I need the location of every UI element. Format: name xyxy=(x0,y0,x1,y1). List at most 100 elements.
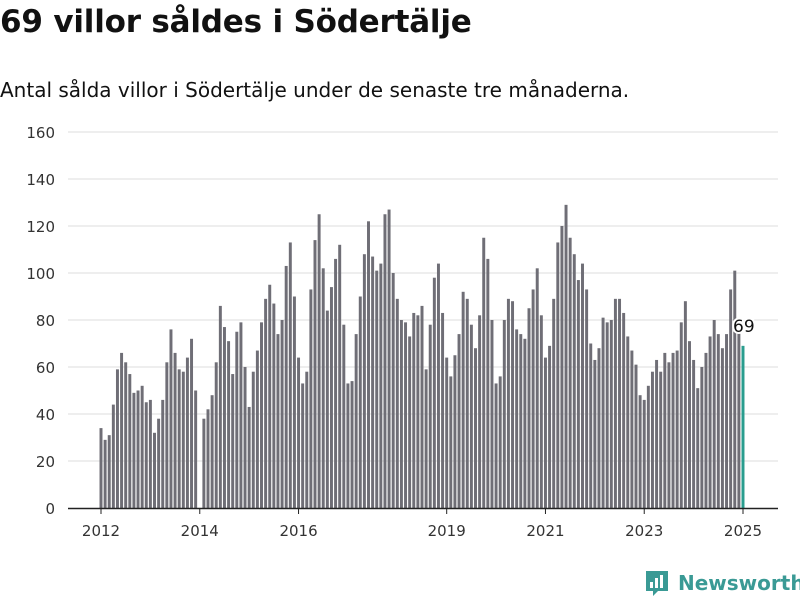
y-tick-label: 60 xyxy=(36,359,55,377)
bar xyxy=(375,270,379,508)
bar xyxy=(371,256,375,508)
brand-name: Newsworthy xyxy=(678,571,800,595)
bar xyxy=(688,341,691,508)
bar xyxy=(387,209,391,509)
chart-subtitle: Antal sålda villor i Södertälje under de… xyxy=(0,78,630,102)
bar xyxy=(671,352,675,508)
bar xyxy=(679,322,683,508)
bar xyxy=(148,399,152,508)
y-tick-label: 100 xyxy=(26,265,55,283)
bar xyxy=(391,273,395,508)
bar xyxy=(194,390,198,508)
bar xyxy=(597,348,601,508)
bar xyxy=(502,320,506,508)
bar xyxy=(543,357,547,508)
bar xyxy=(626,336,630,508)
bar xyxy=(243,367,247,508)
bar xyxy=(408,336,412,508)
bar xyxy=(568,237,572,508)
bar xyxy=(260,322,263,508)
bar xyxy=(284,265,288,508)
bar xyxy=(103,439,107,508)
bar xyxy=(494,383,498,508)
bar xyxy=(663,352,667,508)
bar xyxy=(650,371,654,508)
bar xyxy=(490,320,494,508)
bar xyxy=(515,329,519,508)
bar xyxy=(572,254,576,508)
bar xyxy=(383,214,387,508)
bar xyxy=(124,362,128,508)
bar xyxy=(605,322,609,508)
bar xyxy=(478,315,482,508)
bar xyxy=(469,324,473,508)
bar xyxy=(523,338,527,508)
bar xyxy=(638,395,642,508)
bar xyxy=(609,320,613,508)
bar xyxy=(712,320,716,508)
bar xyxy=(576,280,580,508)
bar xyxy=(704,352,708,508)
bar xyxy=(334,258,338,508)
bar xyxy=(169,329,173,508)
newsworthy-logo[interactable]: Newsworthy xyxy=(644,566,800,600)
bar xyxy=(206,409,210,508)
x-tick-label: 2019 xyxy=(428,522,466,540)
bar xyxy=(642,399,646,508)
y-tick-label: 140 xyxy=(26,171,55,189)
bar xyxy=(185,357,189,508)
bar xyxy=(737,331,741,508)
bar xyxy=(482,237,486,508)
bar xyxy=(618,298,622,508)
bar xyxy=(268,284,272,508)
bar xyxy=(511,301,515,508)
bar xyxy=(613,298,617,508)
bar xyxy=(527,308,531,508)
x-tick-label: 2025 xyxy=(724,522,762,540)
bar xyxy=(280,320,284,508)
bar xyxy=(190,338,194,508)
bar xyxy=(235,331,239,508)
bar xyxy=(436,263,440,508)
bar xyxy=(350,381,354,508)
bar xyxy=(255,350,259,508)
bar xyxy=(420,305,424,508)
bar xyxy=(395,298,399,508)
bar xyxy=(589,343,593,508)
bar xyxy=(157,418,161,508)
bar xyxy=(432,277,436,508)
bar xyxy=(441,312,445,508)
bar xyxy=(362,254,366,508)
bar xyxy=(313,240,317,508)
bar xyxy=(445,357,449,508)
bar xyxy=(342,324,346,508)
bar xyxy=(465,298,469,508)
bar xyxy=(239,322,243,508)
bar xyxy=(585,289,589,508)
x-tick-label: 2012 xyxy=(82,522,120,540)
bar xyxy=(227,341,231,508)
bar xyxy=(581,263,584,508)
bar xyxy=(498,376,502,508)
y-tick-label: 40 xyxy=(36,406,55,424)
bar xyxy=(354,334,358,508)
x-tick-label: 2016 xyxy=(279,522,317,540)
bar xyxy=(173,352,177,508)
bar xyxy=(535,268,539,508)
bar xyxy=(120,352,124,508)
bar xyxy=(506,298,510,508)
bar xyxy=(424,369,428,508)
bar xyxy=(486,258,490,508)
y-tick-label: 0 xyxy=(45,500,55,518)
bar xyxy=(107,435,111,508)
bar xyxy=(309,289,313,508)
bar xyxy=(449,376,453,508)
bar xyxy=(539,315,543,508)
bar xyxy=(692,359,696,508)
bar xyxy=(700,367,704,508)
bar xyxy=(288,242,292,508)
bar xyxy=(177,369,181,508)
bar xyxy=(716,334,720,508)
bar xyxy=(593,359,597,508)
